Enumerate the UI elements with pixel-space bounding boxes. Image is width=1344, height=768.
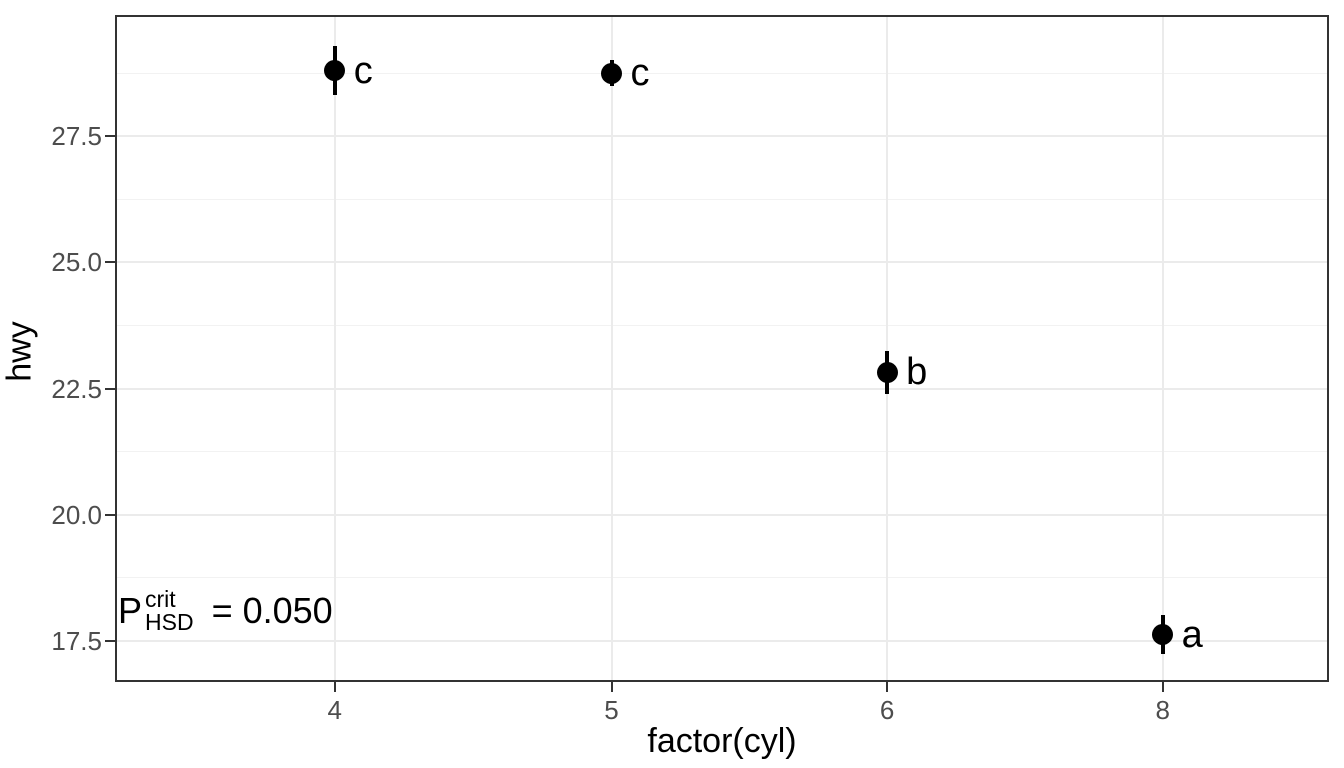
gridline-minor-horizontal — [115, 198, 1329, 200]
y-tick-label: 27.5 — [51, 121, 102, 152]
gridline-major-horizontal — [115, 640, 1329, 643]
x-tick-label: 6 — [879, 695, 895, 725]
y-tick-label: 17.5 — [51, 626, 102, 657]
x-tick-label: 8 — [1155, 695, 1170, 725]
annotation-base: P — [118, 590, 143, 631]
y-axis-tick — [105, 640, 115, 643]
gridline-major-vertical — [333, 15, 336, 682]
y-tick-label: 20.0 — [51, 499, 102, 530]
y-tick-label: 25.0 — [51, 247, 102, 278]
gridline-major-horizontal — [115, 261, 1329, 264]
gridline-major-vertical — [1161, 15, 1164, 682]
data-point — [324, 60, 346, 82]
gridline-minor-horizontal — [115, 451, 1329, 453]
significance-letter: c — [353, 49, 373, 92]
data-point — [1152, 624, 1174, 646]
gridline-minor-horizontal — [115, 72, 1329, 74]
hsd-critical-p-annotation: P crit HSD = 0.050 — [118, 588, 333, 634]
significance-letter: c — [630, 52, 650, 95]
data-point — [601, 62, 623, 84]
annotation-value: = 0.050 — [201, 590, 333, 631]
annotation-scripts: crit HSD — [145, 588, 194, 634]
x-axis-title: factor(cyl) — [647, 722, 797, 760]
gridline-major-vertical — [610, 15, 613, 682]
data-point — [876, 361, 898, 383]
x-tick-label: 5 — [604, 695, 619, 725]
annotation-superscript: crit — [145, 586, 176, 612]
x-axis-tick — [610, 682, 613, 692]
gridline-major-vertical — [886, 15, 889, 682]
x-axis-tick — [886, 682, 889, 692]
y-axis-tick — [105, 135, 115, 138]
gridline-major-horizontal — [115, 387, 1329, 390]
x-axis-tick — [1161, 682, 1164, 692]
x-axis-tick — [333, 682, 336, 692]
y-axis-tick — [105, 387, 115, 390]
panel-border — [115, 15, 1329, 682]
significance-letter: b — [906, 351, 928, 394]
y-axis-title: hwy — [0, 321, 39, 382]
gridline-minor-horizontal — [115, 325, 1329, 327]
gridline-major-horizontal — [115, 513, 1329, 516]
significance-letter: a — [1181, 613, 1203, 656]
gridline-major-horizontal — [115, 135, 1329, 138]
y-axis-tick — [105, 513, 115, 516]
y-axis-tick — [105, 261, 115, 264]
y-tick-label: 22.5 — [51, 373, 102, 404]
gridline-minor-horizontal — [115, 577, 1329, 579]
annotation-subscript: HSD — [145, 609, 194, 635]
x-tick-label: 4 — [327, 695, 342, 725]
